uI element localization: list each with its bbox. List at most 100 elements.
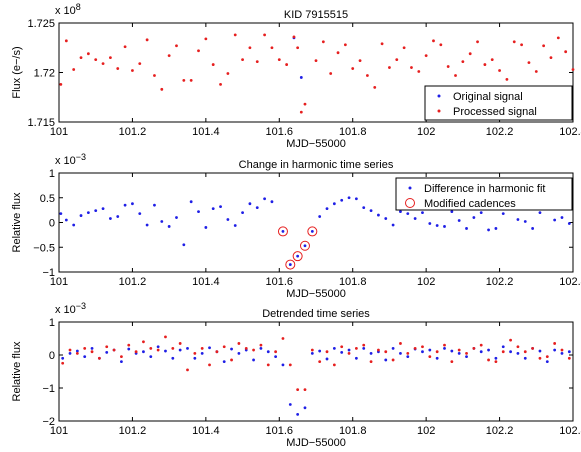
data-point bbox=[215, 350, 219, 354]
data-point bbox=[457, 219, 461, 222]
data-point bbox=[226, 72, 230, 75]
x-tick-label: 101.6 bbox=[266, 276, 294, 288]
data-point bbox=[75, 351, 79, 355]
data-point bbox=[72, 223, 76, 227]
exponent-label-1: x 108 bbox=[55, 2, 81, 17]
x-tick-label: 101.6 bbox=[266, 425, 294, 437]
data-point bbox=[424, 54, 428, 58]
data-point bbox=[358, 59, 362, 63]
data-point bbox=[399, 342, 402, 345]
data-point bbox=[75, 349, 79, 353]
exponent-base: x 10 bbox=[55, 155, 76, 167]
data-point bbox=[285, 63, 289, 66]
data-point bbox=[567, 350, 571, 354]
data-point bbox=[197, 210, 200, 214]
data-point bbox=[83, 355, 87, 359]
data-point bbox=[248, 46, 252, 50]
data-point bbox=[116, 67, 120, 70]
data-point bbox=[61, 361, 65, 365]
data-point bbox=[498, 69, 501, 72]
data-point bbox=[564, 50, 568, 54]
data-point bbox=[413, 347, 417, 350]
data-point bbox=[296, 413, 300, 416]
data-point bbox=[61, 356, 65, 360]
data-point bbox=[204, 226, 208, 229]
data-point bbox=[512, 40, 516, 44]
data-point bbox=[523, 350, 527, 354]
chart-title-1: KID 7915515 bbox=[284, 9, 348, 21]
data-point bbox=[252, 348, 255, 352]
x-axis-label: MJD−55000 bbox=[286, 437, 346, 449]
data-point bbox=[505, 78, 509, 81]
data-point bbox=[417, 70, 421, 73]
y-axis-label: Relative flux bbox=[11, 192, 23, 252]
data-point bbox=[274, 350, 278, 354]
y-tick-label: 1 bbox=[49, 168, 55, 180]
data-point bbox=[186, 347, 189, 350]
data-point bbox=[332, 202, 336, 206]
data-point bbox=[237, 342, 241, 345]
data-point bbox=[560, 216, 564, 219]
data-point bbox=[340, 198, 344, 202]
data-point bbox=[325, 357, 329, 361]
data-point bbox=[435, 356, 439, 360]
data-point bbox=[263, 33, 266, 37]
chart-title-2: Change in harmonic time series bbox=[239, 159, 394, 171]
legend-box-2 bbox=[395, 177, 573, 211]
data-point bbox=[259, 343, 263, 347]
data-point bbox=[59, 82, 63, 86]
data-point bbox=[226, 218, 230, 221]
data-point bbox=[79, 56, 83, 60]
x-tick-label: 102 bbox=[417, 425, 435, 437]
data-point bbox=[318, 215, 322, 218]
data-point bbox=[285, 259, 296, 270]
data-point bbox=[560, 348, 564, 352]
legend-label: Modified cadences bbox=[424, 198, 516, 210]
data-point bbox=[127, 347, 131, 351]
data-point bbox=[465, 227, 468, 230]
data-point bbox=[90, 347, 94, 350]
data-point bbox=[472, 216, 476, 219]
y-axis-label: Relative flux bbox=[11, 341, 23, 401]
y-tick-label: −0.5 bbox=[33, 242, 55, 254]
data-point bbox=[189, 79, 193, 82]
data-point bbox=[233, 224, 237, 227]
data-point bbox=[145, 38, 149, 42]
y-tick-label: 1.725 bbox=[27, 18, 55, 30]
data-point bbox=[410, 66, 413, 69]
data-point bbox=[545, 355, 549, 359]
data-point bbox=[388, 66, 391, 69]
data-point bbox=[571, 68, 575, 71]
data-point bbox=[200, 351, 204, 355]
data-point bbox=[189, 200, 193, 204]
data-point bbox=[362, 206, 366, 210]
data-point bbox=[116, 215, 120, 218]
data-point bbox=[490, 58, 494, 62]
data-point bbox=[483, 63, 487, 66]
data-point bbox=[193, 351, 197, 355]
data-point bbox=[516, 345, 520, 349]
data-point bbox=[373, 85, 377, 89]
data-point bbox=[384, 358, 388, 362]
data-point bbox=[123, 203, 127, 207]
plot-area-3 bbox=[58, 321, 574, 422]
data-point bbox=[112, 348, 116, 352]
data-point bbox=[406, 351, 410, 355]
data-point bbox=[366, 74, 369, 77]
x-tick-label: 102.2 bbox=[486, 126, 514, 138]
data-point bbox=[120, 355, 123, 359]
data-point bbox=[156, 348, 160, 352]
data-point bbox=[233, 33, 237, 37]
data-point bbox=[432, 39, 435, 43]
y-tick-label: 0 bbox=[49, 218, 55, 230]
data-point bbox=[171, 347, 175, 350]
data-point bbox=[332, 363, 336, 367]
data-point bbox=[266, 350, 270, 354]
data-point bbox=[553, 348, 557, 352]
data-point bbox=[303, 388, 307, 392]
data-point bbox=[556, 36, 560, 40]
y-tick-label: 1 bbox=[49, 317, 55, 329]
data-point bbox=[494, 360, 498, 363]
data-point bbox=[351, 67, 355, 70]
data-point bbox=[178, 342, 182, 345]
